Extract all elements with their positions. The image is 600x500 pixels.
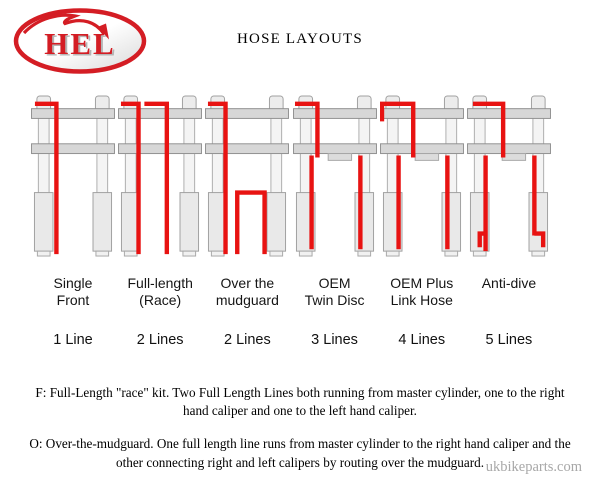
diagram-line-count: 2 Lines (136, 332, 184, 349)
hose-path (121, 101, 141, 255)
logo-arrow-swoosh-icon (22, 13, 106, 35)
bottom-yoke (118, 143, 203, 155)
fork-diagram (31, 95, 115, 257)
hose-path (477, 231, 488, 248)
hose-junction-bracket (327, 153, 352, 161)
diagram-line-count: 4 Lines (398, 332, 446, 349)
hose-path (34, 101, 59, 255)
top-yoke (118, 108, 203, 119)
bottom-yoke (379, 143, 464, 155)
notes: F: Full-Length "race" kit. Two Full Leng… (22, 384, 578, 472)
axle-nub-right (269, 250, 284, 257)
diagram-label: Single Front (54, 275, 93, 308)
fork-diagram (292, 95, 377, 257)
top-yoke (379, 108, 464, 119)
fork-slider-right (92, 192, 113, 252)
hose-path (144, 101, 170, 255)
hose-path (208, 101, 229, 255)
watermark: ukbikeparts.com (485, 459, 582, 475)
axle-nub-left (36, 250, 51, 257)
bottom-yoke (31, 143, 115, 155)
axle-nub-right (444, 250, 458, 257)
axle-nub-right (357, 250, 371, 257)
logo-oval (13, 8, 147, 74)
diagram-label-line2: (Race) (139, 291, 182, 308)
top-yoke (466, 108, 551, 119)
hose-junction-bracket (501, 153, 527, 161)
hel-logo: HEL HEL (12, 8, 148, 74)
hose-path (534, 231, 546, 248)
fork-diagram (466, 95, 551, 257)
diagram-label-line1: OEM (318, 275, 351, 291)
hel-logo-graphic: HEL HEL (13, 8, 147, 74)
axle-nub-left (385, 250, 400, 257)
fork-slider-right (354, 192, 374, 252)
axle-nub-left (298, 250, 313, 257)
axle-nub-right (95, 250, 110, 257)
hose-path (294, 101, 320, 158)
hose-path (379, 101, 416, 158)
fork-diagram (118, 95, 203, 257)
diagram-label-line1: Full-length (127, 275, 193, 291)
note-over-mudguard: O: Over-the-mudguard. One full length li… (29, 436, 571, 470)
top-yoke (31, 108, 115, 119)
diagram-oem-twin-disc: OEM Twin Disc 3 Lines (292, 95, 378, 348)
fork-diagram (379, 95, 464, 257)
diagram-line-count: 3 Lines (311, 332, 358, 349)
fork-slider-right (179, 192, 200, 252)
axle-nub-right (531, 250, 546, 257)
diagram-label: Full-length (Race) (128, 275, 193, 308)
diagram-oem-plus-link-hose: OEM Plus Link Hose 4 Lines (379, 95, 465, 348)
diagram-over-the-mudguard: Over the mudguard 2 Lines (204, 95, 290, 348)
diagram-label: OEM Plus Link Hose (390, 275, 453, 308)
fork-diagram (205, 95, 290, 257)
diagram-label-line1: OEM Plus (390, 275, 454, 291)
diagram-label-line2: mudguard (215, 291, 279, 308)
diagram-label-line1: Anti-dive (481, 275, 537, 291)
diagram-line-count: 2 Lines (223, 332, 271, 349)
page-title: HOSE LAYOUTS (237, 31, 363, 47)
diagram-line-count: 1 Line (53, 332, 93, 349)
bottom-yoke (292, 143, 377, 155)
fork-slider-right (441, 192, 461, 252)
diagram-anti-dive: Anti-dive 5 Lines (466, 95, 552, 348)
diagram-label-line2: Twin Disc (304, 291, 365, 308)
top-yoke (205, 108, 290, 119)
top-yoke (292, 108, 377, 119)
hose-path (235, 190, 268, 255)
axle-nub-right (182, 250, 197, 257)
fork-slider-left (33, 192, 54, 252)
diagram-full-length-race: Full-length (Race) 2 Lines (117, 95, 203, 348)
hose-layout-diagrams: Single Front 1 Line Full-length (Race) 2 L… (30, 95, 552, 348)
diagram-label-line2: Link Hose (390, 291, 453, 308)
axle-nub-left (472, 250, 487, 257)
diagram-line-count: 5 Lines (485, 332, 533, 348)
logo-arrowhead-icon (97, 23, 109, 40)
axle-nub-left (124, 250, 138, 257)
bottom-yoke (466, 143, 551, 155)
axle-nub-left (211, 250, 225, 257)
diagram-label-line2: Front (56, 291, 90, 308)
logo-text: HEL (44, 26, 115, 61)
diagram-label: Anti-dive (482, 275, 536, 308)
hose-junction-bracket (414, 153, 439, 161)
diagram-label: OEM Twin Disc (305, 275, 365, 308)
diagram-label-line1: Single (53, 275, 93, 291)
note-full-length: F: Full-Length "race" kit. Two Full Leng… (35, 385, 565, 419)
bottom-yoke (205, 143, 290, 155)
diagram-label-line1: Over the (220, 275, 275, 291)
hose-path (472, 101, 506, 158)
fork-slider-right (266, 192, 287, 252)
logo-text-shadow: HEL (46, 28, 117, 63)
diagram-single-front: Single Front 1 Line (30, 95, 116, 348)
diagram-label: Over the mudguard (216, 275, 279, 308)
